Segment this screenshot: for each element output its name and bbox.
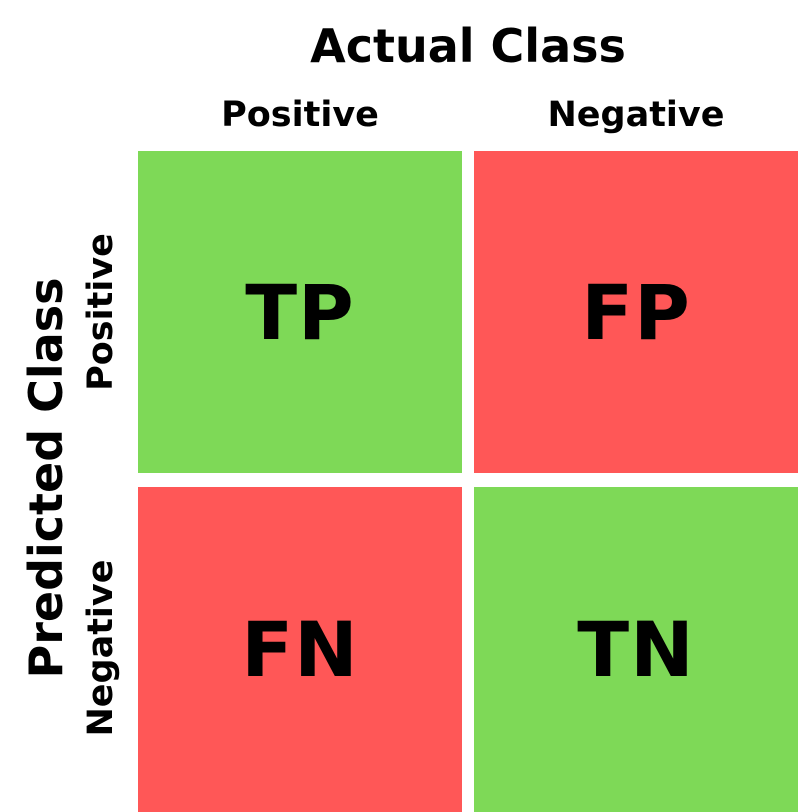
actual-class-title: Actual Class [310,19,626,73]
true-negative-cell: TN [474,487,798,812]
true-negative-label: TN [577,605,695,694]
true-positive-cell: TP [138,151,462,473]
column-label-negative: Negative [547,95,725,135]
false-positive-cell: FP [474,151,798,473]
false-negative-label: FN [241,605,359,694]
row-label-negative: Negative [81,559,121,737]
column-label-positive: Positive [221,95,379,135]
row-label-positive: Positive [81,233,121,391]
false-negative-cell: FN [138,487,462,812]
true-positive-label: TP [245,267,355,357]
predicted-class-title: Predicted Class [19,277,73,679]
false-positive-label: FP [581,267,691,357]
